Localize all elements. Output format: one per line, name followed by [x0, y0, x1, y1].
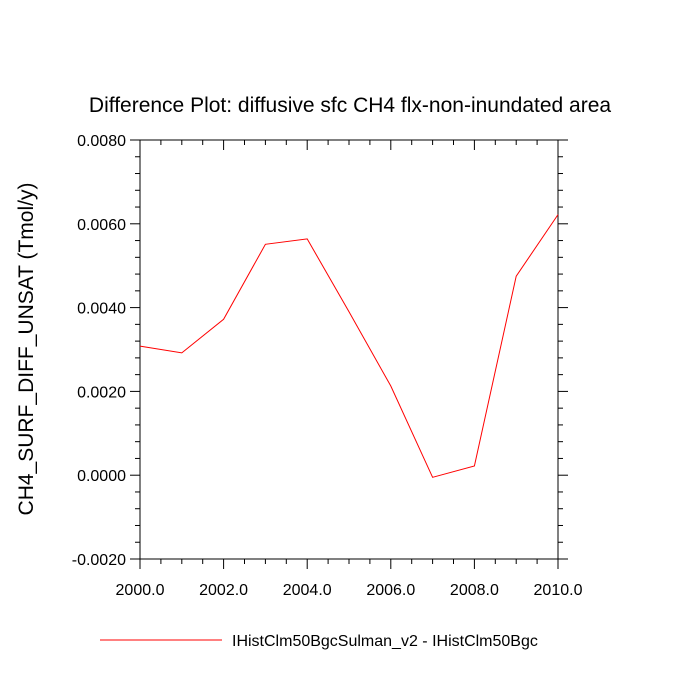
axis-ticks [130, 139, 568, 569]
series-line [139, 214, 559, 478]
y-tick-label: 0.0080 [77, 133, 126, 150]
x-tick-label: 2008.0 [450, 582, 499, 599]
y-tick-label: 0.0000 [77, 468, 126, 485]
y-tick-label: 0.0040 [77, 301, 126, 318]
chart-title: Difference Plot: diffusive sfc CH4 flx-n… [89, 94, 611, 117]
y-tick-labels: -0.0020 0.0000 0.0020 0.0040 0.0060 0.0080 [72, 133, 126, 569]
legend: IHistClm50BgcSulman_v2 - IHistClm50Bgc [100, 633, 538, 650]
x-tick-label: 2000.0 [116, 582, 165, 599]
x-tick-label: 2006.0 [366, 582, 415, 599]
y-tick-label: 0.0020 [77, 384, 126, 401]
series-layer [139, 214, 559, 478]
legend-label: IHistClm50BgcSulman_v2 - IHistClm50Bgc [232, 633, 538, 650]
x-tick-label: 2010.0 [534, 582, 583, 599]
x-tick-label: 2004.0 [283, 582, 332, 599]
x-tick-labels: 2000.0 2002.0 2004.0 2006.0 2008.0 2010.0 [116, 582, 583, 599]
y-tick-label: 0.0060 [77, 217, 126, 234]
x-tick-label: 2002.0 [199, 582, 248, 599]
plot-frame [139, 139, 559, 560]
y-tick-label: -0.0020 [72, 552, 126, 569]
y-axis-label: CH4_SURF_DIFF_UNSAT (Tmol/y) [15, 183, 38, 516]
